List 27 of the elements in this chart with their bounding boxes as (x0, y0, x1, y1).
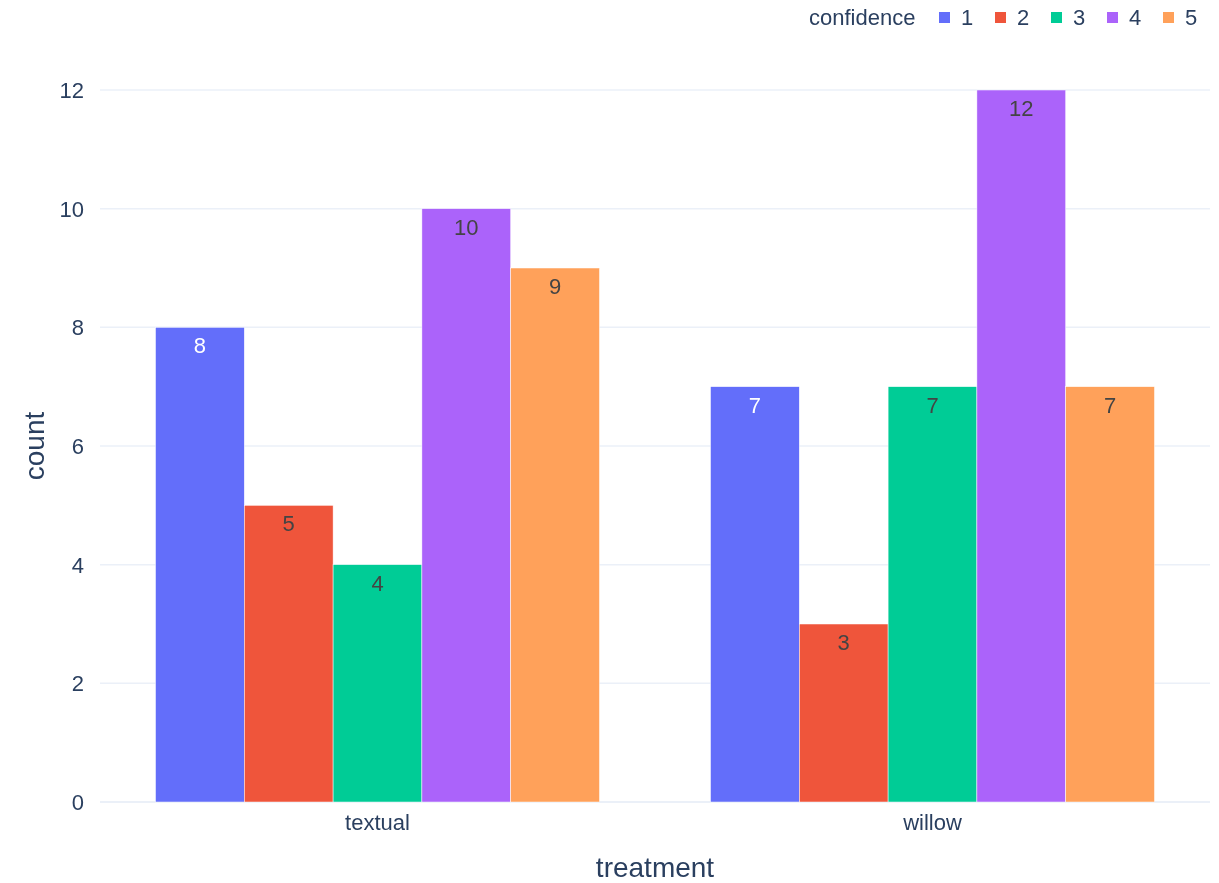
data-label: 3 (837, 630, 850, 655)
legend-label: 5 (1185, 5, 1198, 30)
data-label: 5 (282, 511, 295, 537)
legend-label: 3 (1073, 5, 1086, 30)
x-tick-label: willow (902, 810, 962, 835)
legend-label: 2 (1017, 5, 1030, 30)
x-axis-title: treatment (595, 852, 715, 883)
data-label: 7 (1103, 392, 1117, 418)
legend-label: 1 (961, 5, 974, 30)
legend-title: confidence (809, 5, 916, 30)
y-tick-label: 12 (59, 78, 84, 103)
data-label: 9 (548, 274, 562, 299)
y-tick-label: 8 (71, 315, 84, 341)
data-label: 8 (193, 333, 207, 359)
y-tick-label: 6 (71, 434, 84, 459)
x-tick-label: textual (345, 810, 410, 835)
data-label: 4 (371, 570, 384, 596)
data-label: 10 (454, 214, 479, 240)
y-tick-label: 10 (59, 196, 84, 222)
data-label: 7 (748, 392, 762, 418)
y-tick-label: 2 (71, 671, 84, 697)
legend-label: 4 (1129, 5, 1142, 30)
data-label: 7 (926, 392, 939, 418)
y-tick-label: 0 (71, 790, 84, 815)
y-tick-label: 4 (71, 552, 84, 578)
data-label: 12 (1009, 96, 1034, 121)
y-axis-title: count (19, 411, 50, 481)
